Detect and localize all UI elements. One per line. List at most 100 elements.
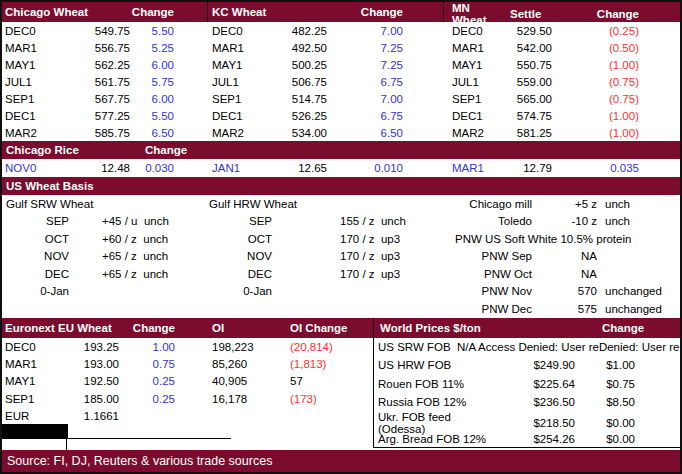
location-label: PNW Dec [440, 303, 532, 315]
month-label: JUL1 [443, 76, 503, 88]
month-label: SEP1 [2, 93, 48, 105]
rice-entry: MAR112.790.035 [443, 159, 680, 177]
basis-value: +65 / z unch [102, 268, 202, 280]
pnw-soft-white-label: PNW US Soft White 10.5% protein [440, 230, 680, 248]
price-value: 12.65 [257, 162, 327, 174]
rice-entry: NOV012.480.030 [2, 159, 207, 177]
month-label: NOV [207, 250, 272, 262]
settle-value: 514.75 [257, 93, 327, 105]
market-label: Rouen FOB 11% [374, 378, 500, 390]
cell-border-line [2, 438, 231, 439]
basis-value: 570 [560, 285, 597, 297]
month-label: 0-Jan [2, 285, 69, 297]
price-value: 12.48 [48, 162, 130, 174]
settle-value: 565.00 [503, 93, 552, 105]
month-label: DEC1 [207, 110, 257, 122]
futures-row: JUL1559.00(0.75) [443, 73, 680, 90]
basis-row: OCT170 / z up3 [207, 230, 407, 248]
change-value: 7.25 [327, 42, 403, 54]
location-label: PNW Oct [440, 268, 532, 280]
futures-section-chicago: Chicago Wheat Change DEC0549.755.50 MAR1… [2, 2, 207, 141]
change-value: 7.00 [327, 93, 403, 105]
basis-value: +5 z [560, 198, 597, 210]
price-value: $254.26 [500, 433, 575, 445]
change-value: (1.00) [552, 127, 639, 139]
location-label: Toledo [440, 215, 532, 227]
month-label: EUR [2, 410, 57, 422]
month-label: MAR2 [2, 127, 48, 139]
basis-row: PNW Sep NA [440, 248, 680, 266]
settle-header: Settle [503, 8, 552, 20]
futures-header-chicago: Chicago Wheat Change [2, 2, 207, 22]
month-label: DEC0 [2, 341, 57, 353]
month-label: SEP1 [2, 393, 57, 405]
change-value: (0.75) [552, 93, 639, 105]
basis-row: Chicago mill+5 zunch [440, 195, 680, 213]
futures-row: MAY1550.75(1.00) [443, 56, 680, 73]
euronext-header: Euronext EU Wheat Change OI OI Change [2, 318, 373, 338]
source-text: Source: FI, DJ, Reuters & various trade … [7, 454, 272, 468]
futures-row: SEP1565.00(0.75) [443, 90, 680, 107]
change-value: 6.00 [130, 59, 174, 71]
futures-row: MAR1542.00(0.50) [443, 39, 680, 56]
basis-note: unch [605, 198, 680, 210]
basis-note: unchanged [605, 303, 680, 315]
change-value: 5.50 [130, 110, 174, 122]
futures-row: DEC1577.255.50 [2, 107, 207, 124]
basis-value: NA [560, 268, 597, 280]
month-label: DEC0 [443, 25, 503, 37]
basis-value: +65 / z unch [102, 250, 202, 262]
section-title: World Prices $/ton [374, 322, 481, 334]
price-value: $236.50 [500, 396, 575, 408]
location-label: PNW Sep [440, 250, 532, 262]
change-value: 7.00 [327, 25, 403, 37]
rice-entry: JAN112.650.010 [207, 159, 443, 177]
change-value: 6.50 [130, 127, 174, 139]
month-label: JUL1 [207, 76, 257, 88]
basis-hrw-column: Gulf HRW Wheat SEP155 / z unch OCT170 / … [207, 195, 407, 300]
price-value: 185.00 [57, 393, 119, 405]
change-value: 0.035 [552, 162, 639, 174]
settle-value: 567.75 [48, 93, 130, 105]
euronext-row: EUR1.1661 [2, 408, 373, 425]
month-label: MAY1 [207, 59, 257, 71]
basis-note: unch [605, 215, 680, 227]
change-value: 5.25 [130, 42, 174, 54]
month-label: MAR1 [2, 358, 57, 370]
world-prices-header: World Prices $/ton Change [374, 318, 680, 338]
futures-row: MAR2581.25(1.00) [443, 124, 680, 141]
change-value: 5.50 [130, 25, 174, 37]
settle-value: 529.50 [503, 25, 552, 37]
month-label: DEC [207, 268, 272, 280]
change-header: Change [145, 141, 187, 159]
basis-row: DEC170 / z up3 [207, 265, 407, 283]
section-title: Euronext EU Wheat [2, 322, 119, 334]
basis-srw-column: Gulf SRW Wheat SEP+45 / u unch OCT+60 / … [2, 195, 202, 300]
oi-change-value: 57 [290, 375, 373, 387]
basis-row: SEP+45 / u unch [2, 213, 202, 231]
euronext-row: DEC0193.251.00198,223(20,814) [2, 338, 373, 355]
basis-row: OCT+60 / z unch [2, 230, 202, 248]
change-header: Change [602, 318, 644, 338]
basis-row: Toledo-10 zunch [440, 213, 680, 231]
basis-row: PNW Nov570unchanged [440, 283, 680, 301]
settle-value: 585.75 [48, 127, 130, 139]
change-value: 0.010 [327, 162, 403, 174]
month-label: SEP [207, 215, 272, 227]
basis-value: 170 / z up3 [340, 250, 407, 262]
price-value: $218.50 [500, 417, 575, 429]
oi-value: 198,223 [212, 341, 290, 353]
oi-change-value: (1,813) [290, 358, 373, 370]
change-value: (0.75) [552, 76, 639, 88]
change-value: (0.50) [552, 42, 639, 54]
basis-row: NOV 170 / z up3 [207, 248, 407, 266]
basis-column-label: Gulf HRW Wheat [207, 195, 407, 213]
settle-value: 581.25 [503, 127, 552, 139]
market-label: US HRW FOB [374, 359, 500, 371]
basis-value: NA [560, 250, 597, 262]
change-value: (1.00) [552, 110, 639, 122]
month-label: DEC1 [2, 110, 48, 122]
month-label: DEC0 [2, 25, 48, 37]
market-label: Arg. Bread FOB 12% [374, 433, 500, 445]
settle-value: 577.25 [48, 110, 130, 122]
